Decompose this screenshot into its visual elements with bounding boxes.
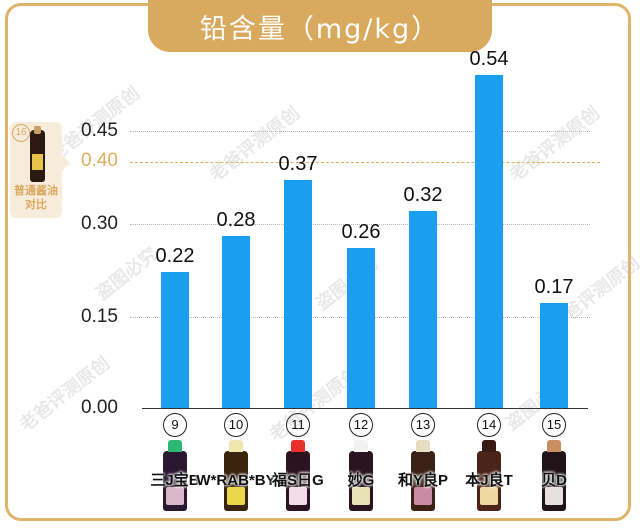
- bar-value-label: 0.22: [155, 245, 195, 267]
- bottle-cap-icon: [229, 440, 243, 452]
- bar-value-label: 0.32: [403, 184, 443, 206]
- reference-bottle-icon: [30, 126, 45, 182]
- product-number-badge: 13: [411, 413, 435, 437]
- reference-label: 普通酱油 对比: [10, 184, 62, 212]
- soy-sauce-bottle-icon: [411, 451, 435, 511]
- product-name: 妙G: [347, 472, 375, 489]
- reference-number-badge: 16: [12, 124, 30, 142]
- bottle-cap-icon: [482, 440, 496, 452]
- product-name: 贝D: [541, 472, 567, 489]
- soy-sauce-bottle-icon: [349, 451, 373, 511]
- y-tick-label: 0.30: [81, 213, 118, 234]
- soy-sauce-bottle-icon: [542, 451, 566, 511]
- bottle-cap-icon: [416, 440, 430, 452]
- reference-pointer-icon: [62, 155, 70, 171]
- product-number-badge: 9: [163, 413, 187, 437]
- product-name: 和Y良P: [397, 472, 448, 489]
- bottle-cap-icon: [354, 440, 368, 452]
- bar: [540, 303, 568, 408]
- product-item: 福S日G: [268, 440, 328, 514]
- bar: [347, 248, 375, 408]
- product-item: 本J良T: [459, 440, 519, 514]
- bar: [161, 272, 189, 408]
- product-item: 妙G: [331, 440, 391, 514]
- product-item: 贝D: [524, 440, 584, 514]
- soy-sauce-bottle-icon: [286, 451, 310, 511]
- bar: [284, 180, 312, 408]
- soy-sauce-bottle-icon: [477, 451, 501, 511]
- product-number-badge: 11: [286, 413, 310, 437]
- product-number-badge: 10: [224, 413, 248, 437]
- bar-value-label: 0.28: [216, 209, 256, 231]
- gridline: [130, 224, 590, 225]
- product-number-badge: 15: [542, 413, 566, 437]
- y-tick-label: 0.15: [81, 306, 118, 327]
- product-name: 福S日G: [272, 472, 324, 489]
- title-banner: 铅含量（mg/kg）: [148, 0, 492, 52]
- product-name: 三J宝B: [150, 472, 200, 489]
- bar-value-label: 0.54: [469, 48, 509, 70]
- bottle-cap-icon: [547, 440, 561, 452]
- threshold-line: [130, 162, 600, 163]
- reference-label-line2: 对比: [25, 199, 47, 211]
- chart-title: 铅含量（mg/kg）: [199, 13, 441, 45]
- product-item: W*RAB*BY: [196, 440, 276, 514]
- bar-value-label: 0.37: [278, 153, 318, 175]
- reference-label-line1: 普通酱油: [14, 185, 58, 197]
- soy-sauce-bottle-icon: [224, 451, 248, 511]
- gridline: [130, 131, 590, 132]
- bar-value-label: 0.17: [534, 276, 574, 298]
- bar-value-label: 0.26: [341, 221, 381, 243]
- product-number-badge: 12: [349, 413, 373, 437]
- soy-sauce-bottle-icon: [163, 451, 187, 511]
- bar: [409, 211, 437, 408]
- y-tick-label: 0.45: [81, 120, 118, 141]
- product-item: 和Y良P: [393, 440, 453, 514]
- product-number-badge: 14: [477, 413, 501, 437]
- product-name: W*RAB*BY: [196, 472, 276, 489]
- bottle-cap-icon: [291, 440, 305, 452]
- product-item: 三J宝B: [145, 440, 205, 514]
- bar: [475, 75, 503, 408]
- x-axis: [142, 408, 588, 409]
- y-tick-label: 0.00: [81, 397, 118, 418]
- y-tick-threshold: 0.40: [81, 150, 118, 171]
- bar: [222, 236, 250, 408]
- reference-card: 16 普通酱油 对比: [10, 122, 62, 218]
- product-name: 本J良T: [465, 472, 513, 489]
- bottle-cap-icon: [168, 440, 182, 452]
